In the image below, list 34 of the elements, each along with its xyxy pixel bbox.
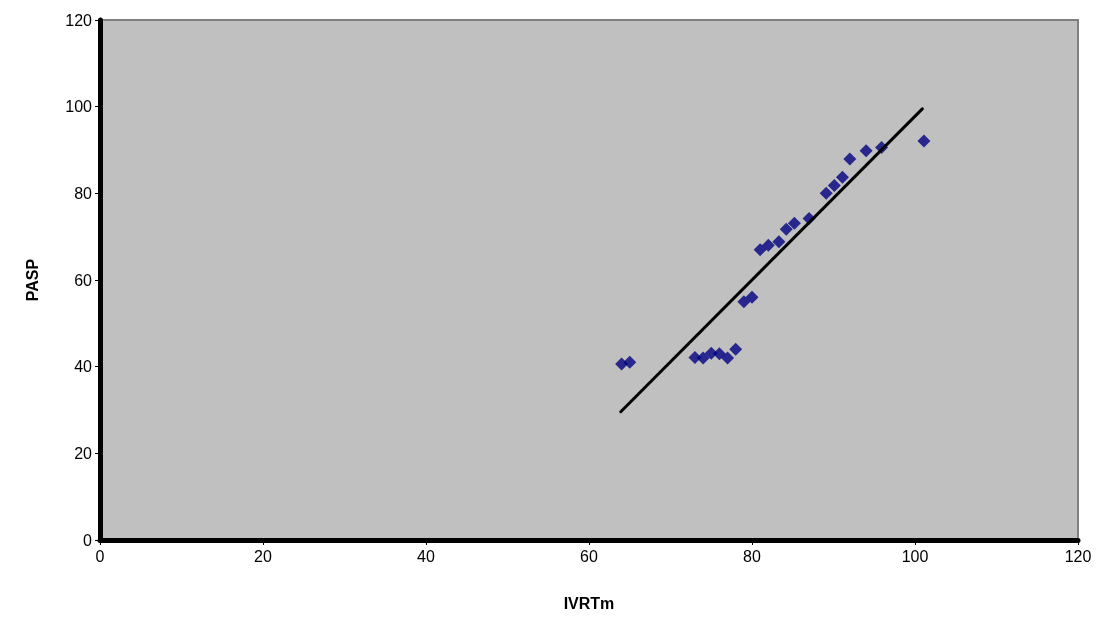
x-tick-label: 120 (1064, 547, 1092, 565)
point (696, 351, 710, 365)
point (761, 238, 775, 252)
point (819, 186, 833, 200)
point (745, 290, 759, 304)
point (753, 243, 767, 257)
point (712, 347, 726, 361)
y-tick-label: 100 (65, 98, 93, 116)
x-tick-label: 20 (254, 547, 272, 565)
point (729, 342, 743, 356)
point (859, 144, 873, 158)
point (835, 170, 849, 184)
y-tick-label: 0 (83, 531, 93, 549)
point (917, 134, 931, 148)
point (827, 179, 841, 193)
x-tick-label: 0 (95, 547, 105, 565)
x-tick-label: 40 (417, 547, 435, 565)
point (721, 351, 735, 365)
point (737, 295, 751, 309)
y-tick-label: 60 (74, 271, 93, 289)
point (623, 355, 637, 369)
x-tick-label: 100 (901, 547, 929, 565)
y-tick-label: 80 (74, 184, 93, 202)
point (787, 216, 801, 230)
y-tick-label: 120 (65, 11, 93, 29)
x-tick-label: 80 (743, 547, 761, 565)
point (779, 222, 793, 236)
y-tick-label: 20 (74, 444, 93, 462)
y-tick-label: 40 (74, 358, 93, 376)
point (843, 152, 857, 166)
x-axis-title: IVRTm (563, 594, 615, 612)
x-tick-label: 60 (580, 547, 598, 565)
point (772, 235, 786, 249)
y-axis-title: PASP (23, 258, 41, 302)
